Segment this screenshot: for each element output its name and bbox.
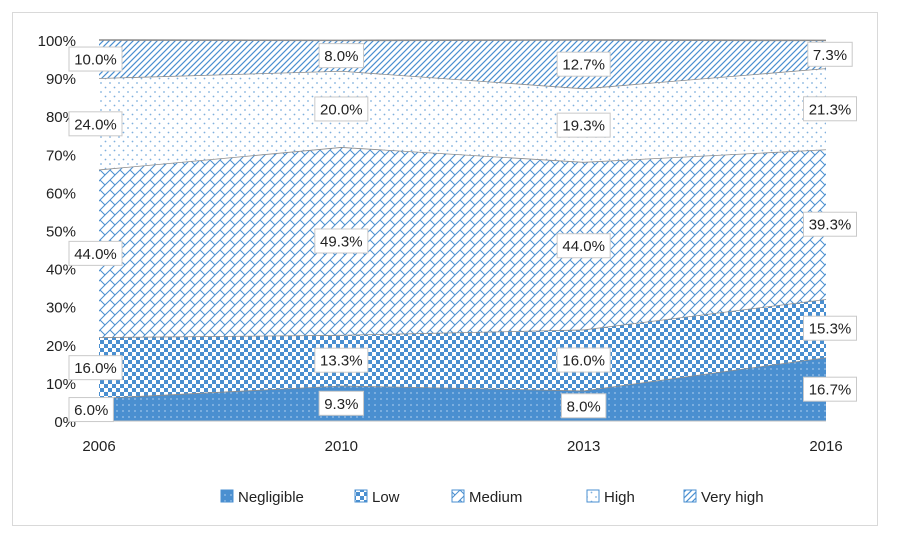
data-label-medium: 44.0%	[556, 233, 611, 259]
y-tick-label: 50%	[46, 224, 76, 241]
y-tick-label: 30%	[46, 300, 76, 317]
legend-label: Very high	[701, 489, 764, 506]
svg-text:49.3%: 49.3%	[320, 233, 363, 250]
svg-text:16.0%: 16.0%	[562, 353, 605, 370]
svg-text:15.3%: 15.3%	[809, 321, 852, 338]
data-label-high: 24.0%	[68, 111, 123, 137]
svg-text:13.3%: 13.3%	[320, 353, 363, 370]
legend-item-low: Low	[354, 489, 400, 506]
legend-swatch	[220, 489, 234, 503]
x-tick-label: 2006	[82, 438, 115, 455]
svg-text:19.3%: 19.3%	[562, 118, 605, 135]
y-tick-label: 60%	[46, 185, 76, 202]
y-tick-label: 80%	[46, 109, 76, 126]
svg-text:8.0%: 8.0%	[324, 48, 358, 65]
x-tick-label: 2016	[809, 438, 842, 455]
svg-text:12.7%: 12.7%	[562, 57, 605, 74]
svg-text:21.3%: 21.3%	[809, 101, 852, 118]
legend-item-negligible: Negligible	[220, 489, 304, 506]
legend-swatch	[586, 489, 600, 503]
legend-label: High	[604, 489, 635, 506]
legend-swatch	[451, 489, 465, 503]
data-label-high: 20.0%	[314, 96, 369, 122]
svg-text:9.3%: 9.3%	[324, 396, 358, 413]
svg-text:16.0%: 16.0%	[74, 360, 117, 377]
y-tick-label: 90%	[46, 71, 76, 88]
data-label-very-high: 7.3%	[807, 41, 853, 67]
y-tick-label: 70%	[46, 147, 76, 164]
x-tick-label: 2013	[567, 438, 600, 455]
x-tick-label: 2010	[325, 438, 358, 455]
legend-item-high: High	[586, 489, 635, 506]
data-label-very-high: 8.0%	[318, 43, 365, 69]
data-label-low: 16.0%	[68, 355, 123, 381]
area-low	[99, 299, 826, 399]
legend-item-medium: Medium	[451, 489, 522, 506]
legend-item-very-high: Very high	[683, 489, 764, 506]
data-label-negligible: 9.3%	[318, 390, 365, 416]
data-label-negligible: 16.7%	[803, 376, 857, 402]
area-negligible	[99, 357, 826, 421]
y-tick-label: 20%	[46, 338, 76, 355]
data-label-low: 13.3%	[314, 347, 369, 373]
area-medium	[99, 147, 826, 338]
legend-label: Medium	[469, 489, 522, 506]
svg-text:7.3%: 7.3%	[813, 47, 847, 64]
data-label-low: 16.0%	[556, 347, 611, 373]
svg-text:8.0%: 8.0%	[567, 398, 601, 415]
legend-label: Low	[372, 489, 400, 506]
data-label-low: 15.3%	[803, 315, 857, 341]
data-label-negligible: 6.0%	[68, 397, 114, 423]
svg-text:6.0%: 6.0%	[74, 402, 108, 419]
legend-label: Negligible	[238, 489, 304, 506]
data-label-negligible: 8.0%	[560, 393, 607, 419]
data-label-very-high: 10.0%	[68, 46, 123, 72]
area-high	[99, 68, 826, 170]
svg-text:24.0%: 24.0%	[74, 116, 117, 133]
data-label-medium: 39.3%	[803, 211, 857, 237]
data-label-high: 21.3%	[803, 96, 857, 122]
svg-text:39.3%: 39.3%	[809, 217, 852, 234]
data-label-very-high: 12.7%	[556, 51, 611, 77]
data-label-high: 19.3%	[556, 112, 611, 138]
svg-text:16.7%: 16.7%	[809, 382, 852, 399]
y-tick-label: 100%	[38, 33, 76, 50]
legend-swatch	[354, 489, 368, 503]
svg-text:10.0%: 10.0%	[74, 52, 117, 69]
svg-text:20.0%: 20.0%	[320, 101, 363, 118]
svg-text:44.0%: 44.0%	[562, 238, 605, 255]
legend-swatch	[683, 489, 697, 503]
y-tick-label: 10%	[46, 376, 76, 393]
area-very-high	[99, 40, 826, 89]
data-label-medium: 44.0%	[68, 240, 123, 266]
y-tick-label: 40%	[46, 262, 76, 279]
svg-text:44.0%: 44.0%	[74, 246, 117, 263]
data-label-medium: 49.3%	[314, 228, 369, 254]
